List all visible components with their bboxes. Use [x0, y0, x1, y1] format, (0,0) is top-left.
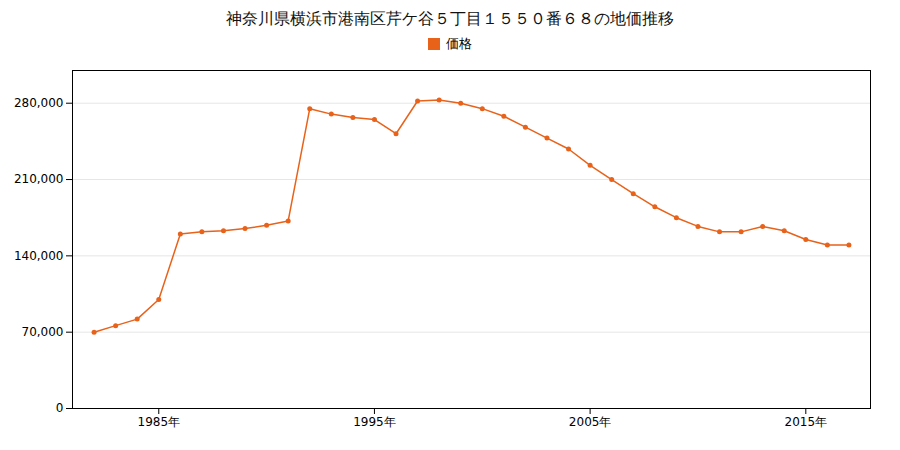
svg-text:0: 0	[56, 401, 64, 415]
html-text:価格: 価格	[446, 36, 472, 51]
svg-text:280,000: 280,000	[14, 96, 64, 110]
svg-text:2005年: 2005年	[569, 415, 612, 429]
svg-text:210,000: 210,000	[14, 172, 64, 186]
svg-text:2015年: 2015年	[785, 415, 828, 429]
svg-text:1995年: 1995年	[353, 415, 396, 429]
svg-text:70,000: 70,000	[22, 325, 64, 339]
svg-text:1985年: 1985年	[137, 415, 180, 429]
html-text:神奈川県横浜市港南区芹ケ谷５丁目１５５０番６８の地価推移: 神奈川県横浜市港南区芹ケ谷５丁目１５５０番６８の地価推移	[226, 9, 674, 28]
svg-text:140,000: 140,000	[14, 249, 64, 263]
